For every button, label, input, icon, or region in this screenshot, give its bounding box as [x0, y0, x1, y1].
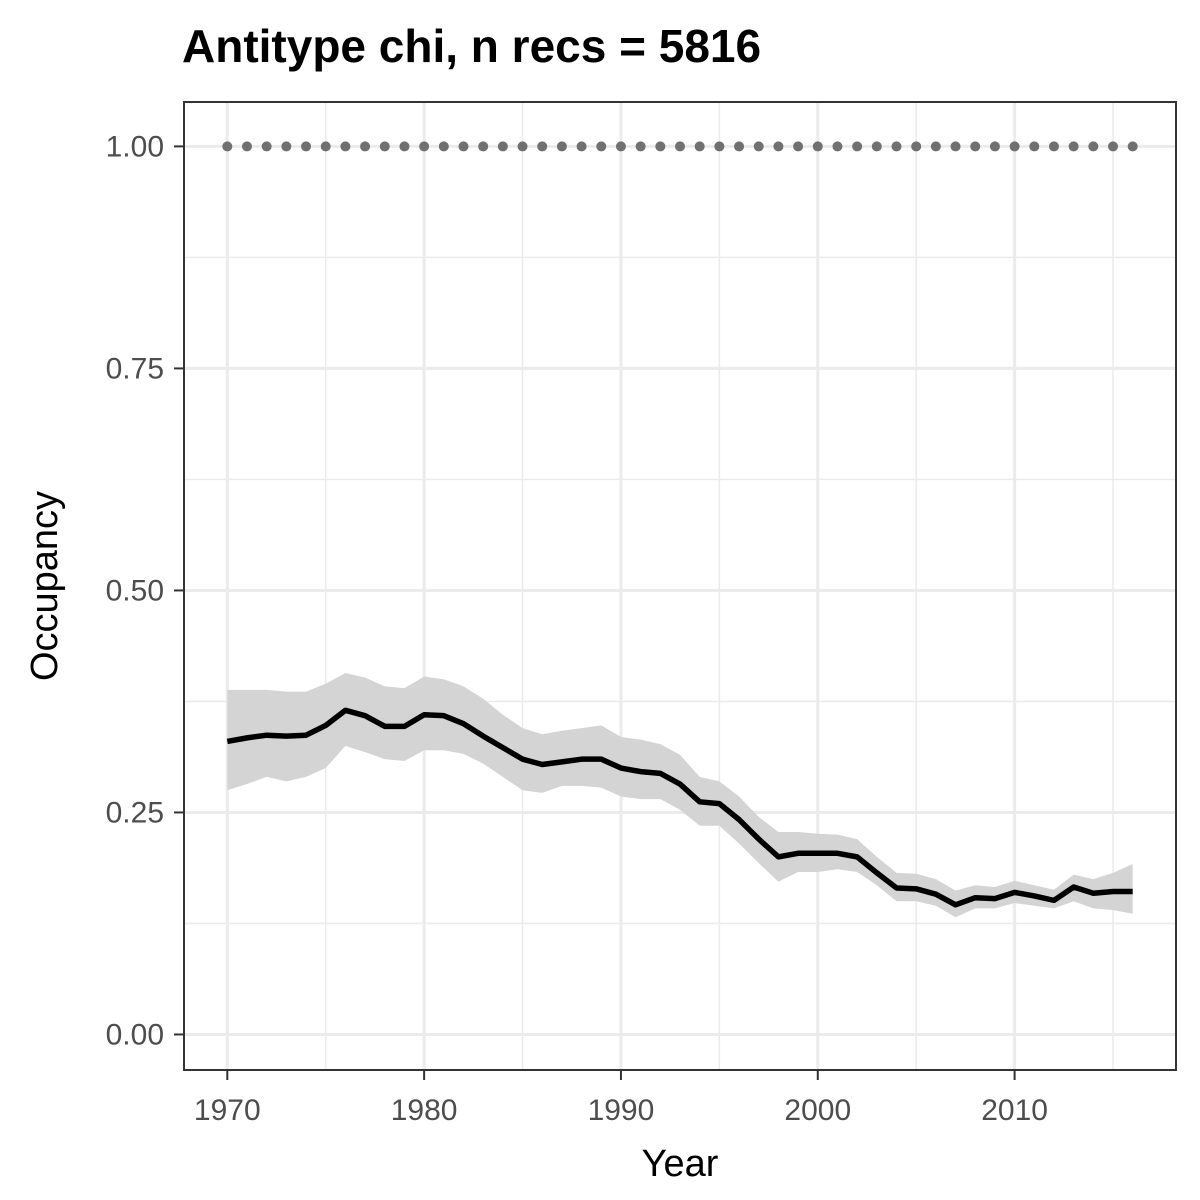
- reference-point: [576, 141, 587, 152]
- reference-point: [655, 141, 666, 152]
- reference-point: [1048, 141, 1059, 152]
- reference-point: [852, 141, 863, 152]
- x-tick-label: 2010: [981, 1094, 1048, 1127]
- x-axis-title: Year: [642, 1143, 719, 1185]
- reference-point: [497, 141, 508, 152]
- reference-point: [793, 141, 804, 152]
- reference-point: [989, 141, 1000, 152]
- reference-point: [930, 141, 941, 152]
- reference-point: [1108, 141, 1119, 152]
- reference-point: [360, 141, 371, 152]
- reference-point: [1088, 141, 1099, 152]
- grid: [184, 102, 1176, 1070]
- y-tick-label: 0.25: [106, 796, 164, 829]
- reference-point: [537, 141, 548, 152]
- reference-point: [1127, 141, 1138, 152]
- reference-point: [281, 141, 292, 152]
- panel-border: [183, 101, 1177, 1071]
- y-tick-label: 1.00: [106, 130, 164, 163]
- x-tick-label: 2000: [784, 1094, 851, 1127]
- reference-point: [615, 141, 626, 152]
- reference-point: [832, 141, 843, 152]
- reference-point: [950, 141, 961, 152]
- reference-point: [714, 141, 725, 152]
- reference-point: [596, 141, 607, 152]
- y-tick-label: 0.50: [106, 574, 164, 607]
- reference-point: [1029, 141, 1040, 152]
- y-tick-label: 0.75: [106, 352, 164, 385]
- ribbon-area: [227, 673, 1133, 918]
- reference-point: [222, 141, 233, 152]
- reference-point: [1009, 141, 1020, 152]
- reference-point: [675, 141, 685, 152]
- reference-point: [340, 141, 351, 152]
- reference-point: [556, 141, 567, 152]
- reference-point: [734, 141, 745, 152]
- chart-title: Antitype chi, n recs = 5816: [182, 20, 761, 72]
- reference-point: [438, 141, 449, 152]
- reference-point: [1068, 141, 1079, 152]
- x-tick-label: 1990: [588, 1094, 655, 1127]
- reference-point: [753, 141, 764, 152]
- y-tick-label: 0.00: [106, 1018, 164, 1051]
- occupancy-line: [226, 707, 1133, 908]
- reference-point: [773, 141, 784, 152]
- reference-point: [399, 141, 410, 152]
- reference-point: [478, 141, 489, 152]
- reference-point: [320, 141, 331, 152]
- series-line: [226, 707, 1133, 908]
- reference-point: [241, 141, 252, 152]
- reference-point: [379, 141, 390, 152]
- reference-point: [970, 141, 981, 152]
- reference-point: [891, 141, 902, 152]
- confidence-ribbon: [227, 673, 1133, 918]
- reference-point: [694, 141, 705, 152]
- x-tick-label: 1980: [391, 1094, 458, 1127]
- reference-point: [871, 141, 882, 152]
- reference-point: [301, 141, 312, 152]
- reference-point: [812, 141, 823, 152]
- reference-point: [517, 141, 528, 152]
- x-axis: 1970 1980 1990 2000 2010: [194, 1070, 1048, 1127]
- reference-point: [419, 141, 430, 152]
- reference-points: [222, 141, 1138, 152]
- y-axis: 0.00 0.25 0.50 0.75 1.00: [106, 130, 184, 1051]
- reference-point: [911, 141, 922, 152]
- reference-point: [635, 141, 646, 152]
- reference-point: [458, 141, 469, 152]
- reference-point: [261, 141, 272, 152]
- y-axis-title: Occupancy: [24, 491, 66, 681]
- x-tick-label: 1970: [194, 1094, 261, 1127]
